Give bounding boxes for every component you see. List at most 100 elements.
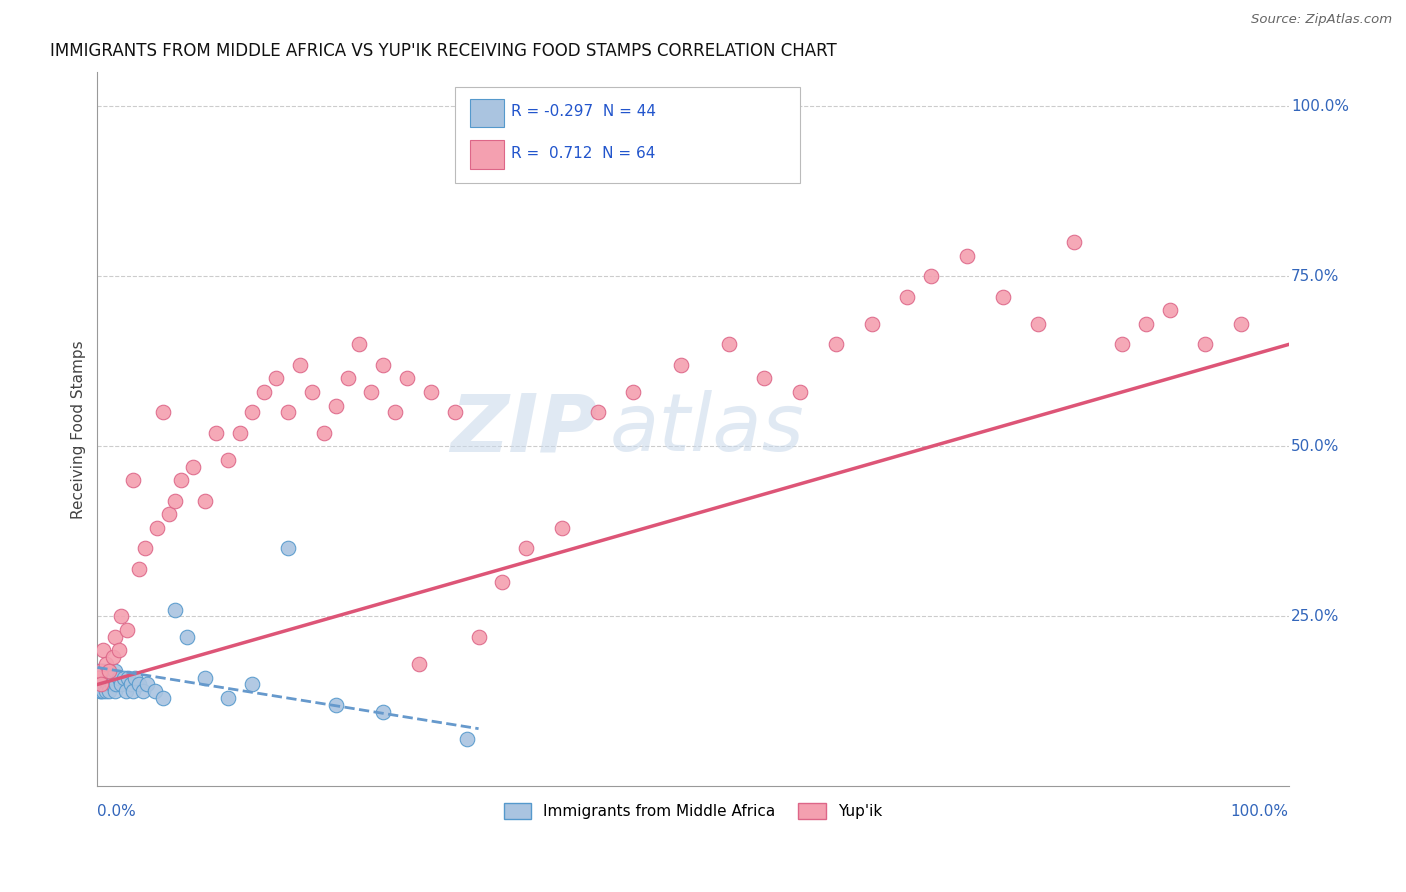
Point: [1135, 317, 1157, 331]
Point: [373, 705, 395, 719]
Point: [240, 405, 263, 419]
Point: [325, 698, 347, 712]
Text: atlas: atlas: [610, 391, 804, 468]
Point: [1159, 303, 1181, 318]
Point: [87, 664, 110, 678]
Point: [1028, 317, 1050, 331]
Point: [91, 664, 114, 678]
Text: R = -0.297  N = 44: R = -0.297 N = 44: [510, 104, 655, 120]
Point: [122, 474, 145, 488]
Text: 100.0%: 100.0%: [1230, 805, 1289, 820]
Point: [89, 671, 111, 685]
Text: ZIP: ZIP: [450, 391, 598, 468]
FancyBboxPatch shape: [454, 87, 800, 183]
Point: [669, 358, 692, 372]
Point: [1063, 235, 1085, 250]
Point: [105, 677, 128, 691]
Point: [101, 650, 124, 665]
Point: [87, 671, 110, 685]
Point: [408, 657, 430, 671]
Point: [110, 677, 132, 691]
Point: [717, 337, 740, 351]
Point: [217, 453, 239, 467]
Point: [104, 684, 127, 698]
Point: [419, 385, 441, 400]
Point: [98, 664, 121, 678]
Text: Source: ZipAtlas.com: Source: ZipAtlas.com: [1251, 13, 1392, 27]
Point: [89, 684, 111, 698]
Point: [515, 541, 537, 556]
Point: [491, 575, 513, 590]
Point: [277, 541, 299, 556]
Point: [152, 405, 174, 419]
Point: [87, 677, 110, 691]
Point: [91, 671, 114, 685]
Text: 50.0%: 50.0%: [1291, 439, 1340, 454]
Point: [90, 684, 112, 698]
Text: 75.0%: 75.0%: [1291, 269, 1340, 284]
Point: [104, 664, 127, 678]
Point: [124, 671, 146, 685]
Point: [97, 677, 120, 691]
Point: [467, 630, 489, 644]
Y-axis label: Receiving Food Stamps: Receiving Food Stamps: [72, 340, 86, 519]
Point: [325, 399, 347, 413]
Point: [112, 671, 135, 685]
Point: [920, 269, 942, 284]
Point: [586, 405, 609, 419]
Point: [754, 371, 776, 385]
Point: [93, 677, 115, 691]
Point: [128, 677, 150, 691]
Point: [312, 425, 335, 440]
Point: [91, 677, 114, 691]
Point: [163, 602, 186, 616]
Text: 100.0%: 100.0%: [1291, 99, 1348, 114]
Point: [443, 405, 465, 419]
Point: [1111, 337, 1133, 351]
Point: [229, 425, 252, 440]
Bar: [470, 140, 503, 169]
Point: [115, 684, 138, 698]
Point: [115, 623, 138, 637]
Point: [89, 664, 111, 678]
Point: [163, 493, 186, 508]
Point: [103, 671, 125, 685]
Point: [193, 493, 215, 508]
Point: [98, 664, 121, 678]
Point: [336, 371, 359, 385]
Point: [100, 677, 122, 691]
Point: [373, 358, 395, 372]
Point: [240, 677, 263, 691]
Point: [122, 684, 145, 698]
Point: [90, 664, 112, 678]
Point: [176, 630, 198, 644]
Point: [134, 541, 156, 556]
Point: [131, 684, 153, 698]
Point: [456, 731, 478, 746]
Point: [991, 290, 1014, 304]
Point: [551, 521, 574, 535]
Point: [120, 677, 142, 691]
Point: [860, 317, 883, 331]
Text: 0.0%: 0.0%: [97, 805, 136, 820]
Point: [107, 671, 129, 685]
Point: [91, 684, 114, 698]
Point: [1194, 337, 1216, 351]
Point: [90, 677, 112, 691]
Point: [110, 609, 132, 624]
Point: [1230, 317, 1253, 331]
Point: [94, 657, 117, 671]
Point: [107, 643, 129, 657]
Point: [264, 371, 287, 385]
Point: [384, 405, 406, 419]
Point: [253, 385, 276, 400]
Point: [301, 385, 323, 400]
Point: [956, 249, 979, 263]
Point: [217, 691, 239, 706]
Point: [157, 508, 180, 522]
Point: [205, 425, 228, 440]
Point: [181, 459, 204, 474]
Point: [93, 671, 115, 685]
Point: [117, 671, 139, 685]
Point: [143, 684, 166, 698]
